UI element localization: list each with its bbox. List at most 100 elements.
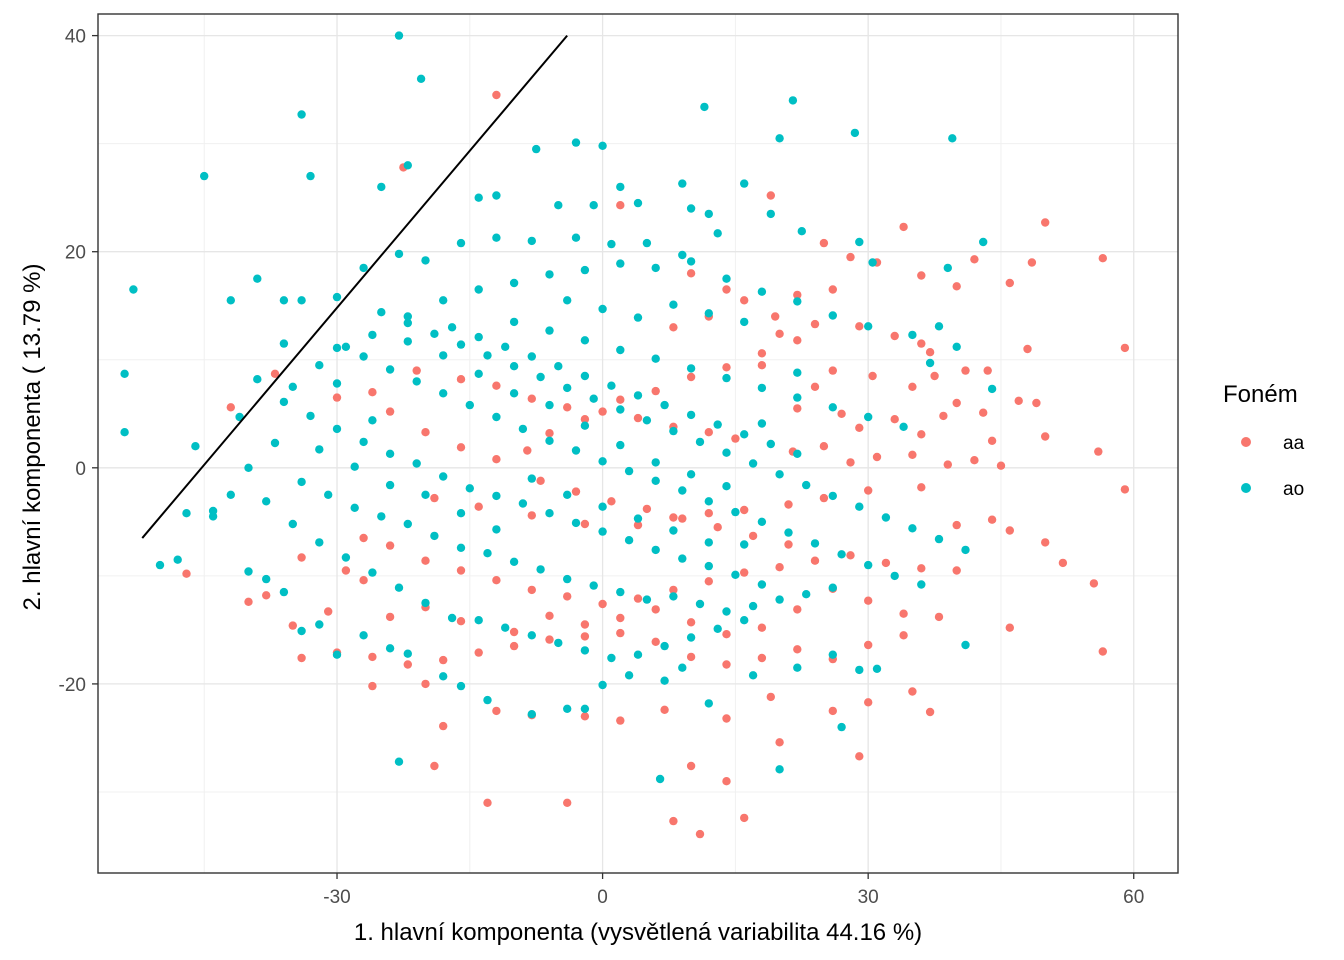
data-point-ao	[678, 554, 687, 563]
data-point-ao	[700, 102, 709, 112]
data-point-ao	[948, 134, 957, 143]
data-point-ao	[775, 765, 784, 774]
data-point-ao	[802, 590, 811, 599]
legend: Foném aa ao	[1223, 381, 1305, 500]
data-point-aa	[952, 282, 961, 291]
data-point-aa	[722, 660, 731, 669]
data-point-ao	[297, 626, 306, 636]
data-point-aa	[580, 519, 590, 529]
data-point-ao	[456, 681, 466, 691]
data-point-ao	[509, 278, 519, 288]
data-point-aa	[846, 458, 855, 467]
data-point-ao	[740, 317, 749, 327]
data-point-aa	[686, 652, 696, 662]
data-point-aa	[368, 681, 377, 691]
data-point-ao	[864, 560, 873, 570]
data-point-aa	[771, 312, 780, 321]
data-point-ao	[775, 470, 784, 479]
data-point-ao	[580, 646, 590, 655]
data-point-ao	[713, 624, 722, 633]
data-point-aa	[509, 627, 519, 637]
data-point-aa	[527, 511, 536, 520]
data-point-aa	[917, 483, 926, 492]
data-point-aa	[403, 660, 412, 669]
data-point-aa	[899, 222, 908, 232]
data-point-ao	[208, 512, 218, 521]
data-point-aa	[456, 375, 466, 384]
data-point-ao	[837, 550, 846, 559]
data-point-ao	[262, 574, 271, 584]
data-point-aa	[633, 520, 643, 530]
data-point-ao	[607, 239, 616, 249]
data-point-aa	[713, 523, 722, 532]
data-point-aa	[368, 652, 377, 662]
data-point-ao	[120, 369, 129, 378]
data-point-ao	[837, 722, 846, 732]
data-point-ao	[633, 650, 643, 659]
data-point-ao	[120, 428, 129, 437]
data-point-ao	[793, 393, 802, 402]
x-axis-title: 1. hlavní komponenta (vysvětlená variabi…	[354, 919, 922, 946]
data-point-aa	[908, 382, 917, 391]
data-point-aa	[545, 611, 554, 620]
data-point-ao	[793, 663, 802, 672]
data-point-ao	[598, 680, 607, 690]
data-point-aa	[492, 90, 501, 100]
data-point-ao	[850, 128, 860, 138]
data-point-aa	[890, 331, 899, 341]
data-point-aa	[686, 618, 696, 627]
data-point-aa	[740, 813, 749, 823]
data-point-ao	[934, 322, 944, 331]
data-point-aa	[695, 829, 705, 839]
data-point-ao	[430, 329, 439, 338]
data-point-aa	[669, 816, 678, 826]
legend-label-ao: ao	[1283, 479, 1304, 500]
data-point-aa	[385, 541, 395, 550]
data-point-ao	[757, 517, 767, 526]
data-point-ao	[332, 424, 342, 434]
data-point-aa	[899, 631, 908, 640]
data-point-aa	[757, 349, 767, 358]
data-point-ao	[306, 171, 315, 181]
data-point-ao	[704, 209, 713, 219]
data-point-aa	[748, 531, 758, 541]
data-point-ao	[616, 345, 625, 355]
data-point-ao	[377, 308, 386, 317]
data-point-aa	[288, 621, 297, 630]
reference-line	[141, 34, 568, 539]
data-point-ao	[864, 412, 873, 422]
data-point-aa	[1098, 647, 1108, 656]
data-point-ao	[642, 238, 652, 248]
data-point-ao	[554, 201, 563, 210]
data-point-aa	[341, 566, 351, 575]
data-point-ao	[509, 317, 519, 327]
data-point-ao	[341, 342, 351, 351]
data-point-ao	[377, 182, 386, 192]
data-point-aa	[917, 339, 926, 348]
data-point-aa	[1023, 344, 1032, 354]
data-point-ao	[377, 512, 386, 521]
data-point-ao	[810, 539, 820, 548]
data-point-ao	[678, 179, 687, 188]
data-point-ao	[563, 296, 572, 305]
data-point-ao	[624, 671, 634, 680]
data-point-aa	[899, 609, 908, 618]
data-point-aa	[456, 566, 466, 575]
data-point-aa	[678, 514, 687, 523]
data-point-ao	[757, 287, 767, 296]
data-point-ao	[943, 263, 952, 273]
data-point-aa	[819, 442, 829, 451]
data-point-ao	[669, 526, 678, 535]
data-point-ao	[563, 704, 572, 713]
data-point-aa	[793, 336, 802, 345]
data-point-ao	[253, 375, 262, 384]
data-point-aa	[359, 533, 368, 543]
legend-key-aa	[1241, 437, 1251, 447]
data-point-aa	[456, 617, 466, 626]
data-point-ao	[474, 369, 483, 378]
data-point-ao	[828, 491, 837, 501]
data-point-aa	[359, 576, 368, 585]
data-point-aa	[828, 366, 837, 375]
data-point-ao	[483, 695, 492, 705]
data-point-ao	[518, 499, 528, 508]
